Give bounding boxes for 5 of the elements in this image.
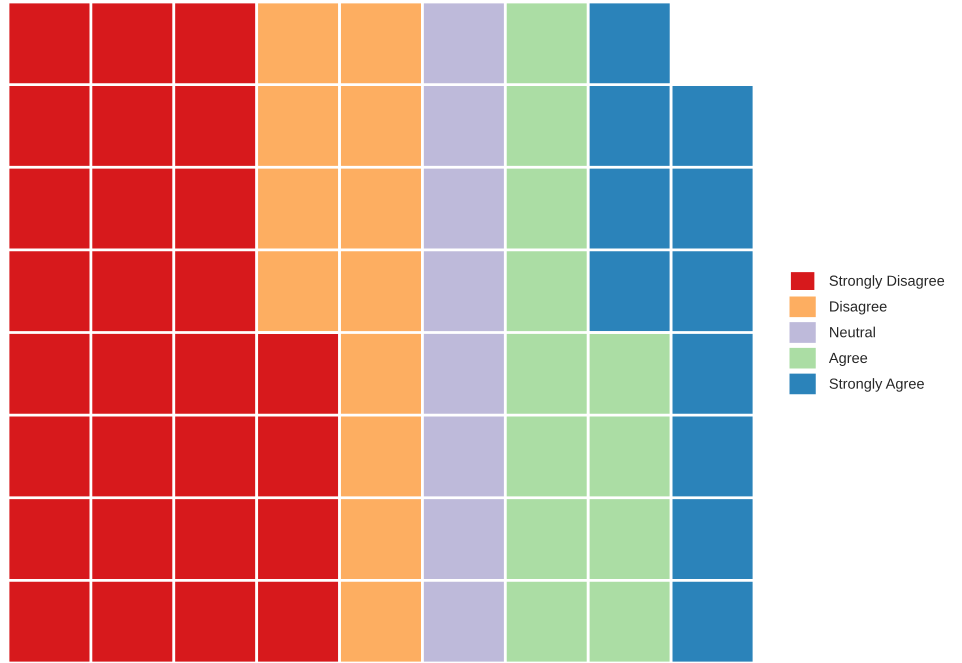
legend-label: Neutral — [830, 326, 875, 338]
legend-label: Strongly Disagree — [830, 275, 944, 289]
legend-label: Strongly Agree — [830, 378, 924, 392]
legend-label: Disagree — [830, 300, 887, 314]
legend-label: Agree — [828, 352, 868, 366]
